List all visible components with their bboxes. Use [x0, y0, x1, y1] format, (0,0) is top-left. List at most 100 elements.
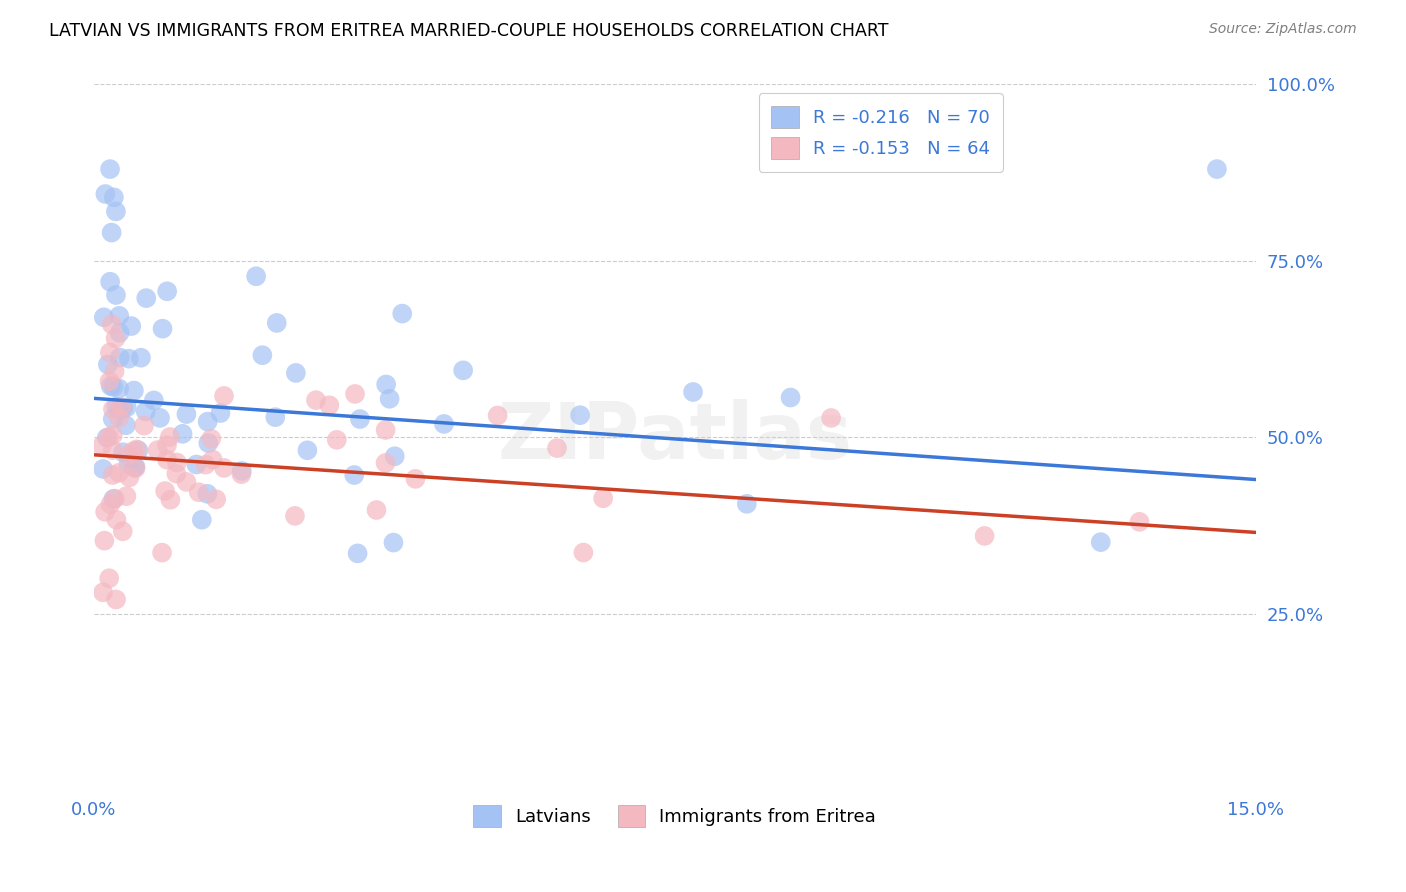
Point	[374, 456, 396, 470]
Point	[231, 464, 253, 478]
Point	[100, 226, 122, 240]
Point	[115, 401, 138, 415]
Point	[114, 418, 136, 433]
Point	[104, 331, 127, 345]
Point	[252, 348, 274, 362]
Point	[103, 380, 125, 394]
Point	[149, 411, 172, 425]
Text: Source: ZipAtlas.com: Source: ZipAtlas.com	[1209, 22, 1357, 37]
Point	[231, 467, 253, 482]
Point	[318, 398, 340, 412]
Point	[98, 162, 121, 177]
Point	[118, 470, 141, 484]
Point	[194, 458, 217, 472]
Point	[156, 452, 179, 467]
Point	[433, 417, 456, 431]
Point	[100, 497, 122, 511]
Point	[112, 401, 135, 415]
Point	[101, 402, 124, 417]
Point	[142, 393, 165, 408]
Point	[100, 318, 122, 332]
Point	[135, 291, 157, 305]
Point	[124, 461, 146, 475]
Point	[374, 423, 396, 437]
Point	[172, 426, 194, 441]
Point	[197, 436, 219, 450]
Point	[366, 503, 388, 517]
Point	[120, 319, 142, 334]
Point	[122, 444, 145, 458]
Point	[108, 351, 131, 365]
Point	[129, 351, 152, 365]
Point	[98, 571, 121, 585]
Point	[343, 468, 366, 483]
Point	[349, 412, 371, 426]
Point	[1206, 162, 1229, 177]
Point	[98, 345, 121, 359]
Point	[125, 442, 148, 457]
Point	[284, 366, 307, 380]
Point	[103, 364, 125, 378]
Text: ZIPatlas: ZIPatlas	[498, 400, 852, 475]
Point	[305, 393, 328, 408]
Point	[1090, 535, 1112, 549]
Point	[212, 389, 235, 403]
Point	[382, 535, 405, 549]
Point	[209, 406, 232, 420]
Point	[91, 462, 114, 476]
Point	[93, 533, 115, 548]
Point	[297, 443, 319, 458]
Point	[344, 387, 367, 401]
Point	[451, 363, 474, 377]
Point	[108, 326, 131, 340]
Point	[146, 443, 169, 458]
Point	[159, 492, 181, 507]
Point	[165, 467, 187, 481]
Point	[93, 310, 115, 325]
Point	[101, 468, 124, 483]
Point	[820, 411, 842, 425]
Point	[486, 409, 509, 423]
Point	[94, 505, 117, 519]
Point	[212, 461, 235, 475]
Point	[592, 491, 614, 506]
Point	[104, 491, 127, 506]
Point	[108, 309, 131, 323]
Point	[384, 449, 406, 463]
Point	[375, 377, 398, 392]
Point	[153, 483, 176, 498]
Text: LATVIAN VS IMMIGRANTS FROM ERITREA MARRIED-COUPLE HOUSEHOLDS CORRELATION CHART: LATVIAN VS IMMIGRANTS FROM ERITREA MARRI…	[49, 22, 889, 40]
Point	[111, 524, 134, 539]
Point	[105, 513, 128, 527]
Point	[546, 441, 568, 455]
Point	[112, 445, 135, 459]
Point	[404, 472, 426, 486]
Point	[346, 546, 368, 560]
Point	[91, 585, 114, 599]
Point	[195, 487, 218, 501]
Point	[1128, 515, 1150, 529]
Point	[201, 452, 224, 467]
Point	[97, 430, 120, 444]
Point	[152, 321, 174, 335]
Point	[115, 489, 138, 503]
Point	[973, 529, 995, 543]
Point	[197, 415, 219, 429]
Point	[266, 316, 288, 330]
Point	[187, 485, 209, 500]
Point	[108, 382, 131, 396]
Point	[117, 449, 139, 463]
Point	[103, 190, 125, 204]
Point	[100, 379, 122, 393]
Point	[127, 443, 149, 458]
Point	[159, 430, 181, 444]
Point	[108, 403, 131, 417]
Point	[264, 410, 287, 425]
Point	[176, 407, 198, 421]
Point	[378, 392, 401, 406]
Point	[101, 412, 124, 426]
Point	[90, 439, 112, 453]
Point	[124, 460, 146, 475]
Point	[191, 513, 214, 527]
Point	[98, 275, 121, 289]
